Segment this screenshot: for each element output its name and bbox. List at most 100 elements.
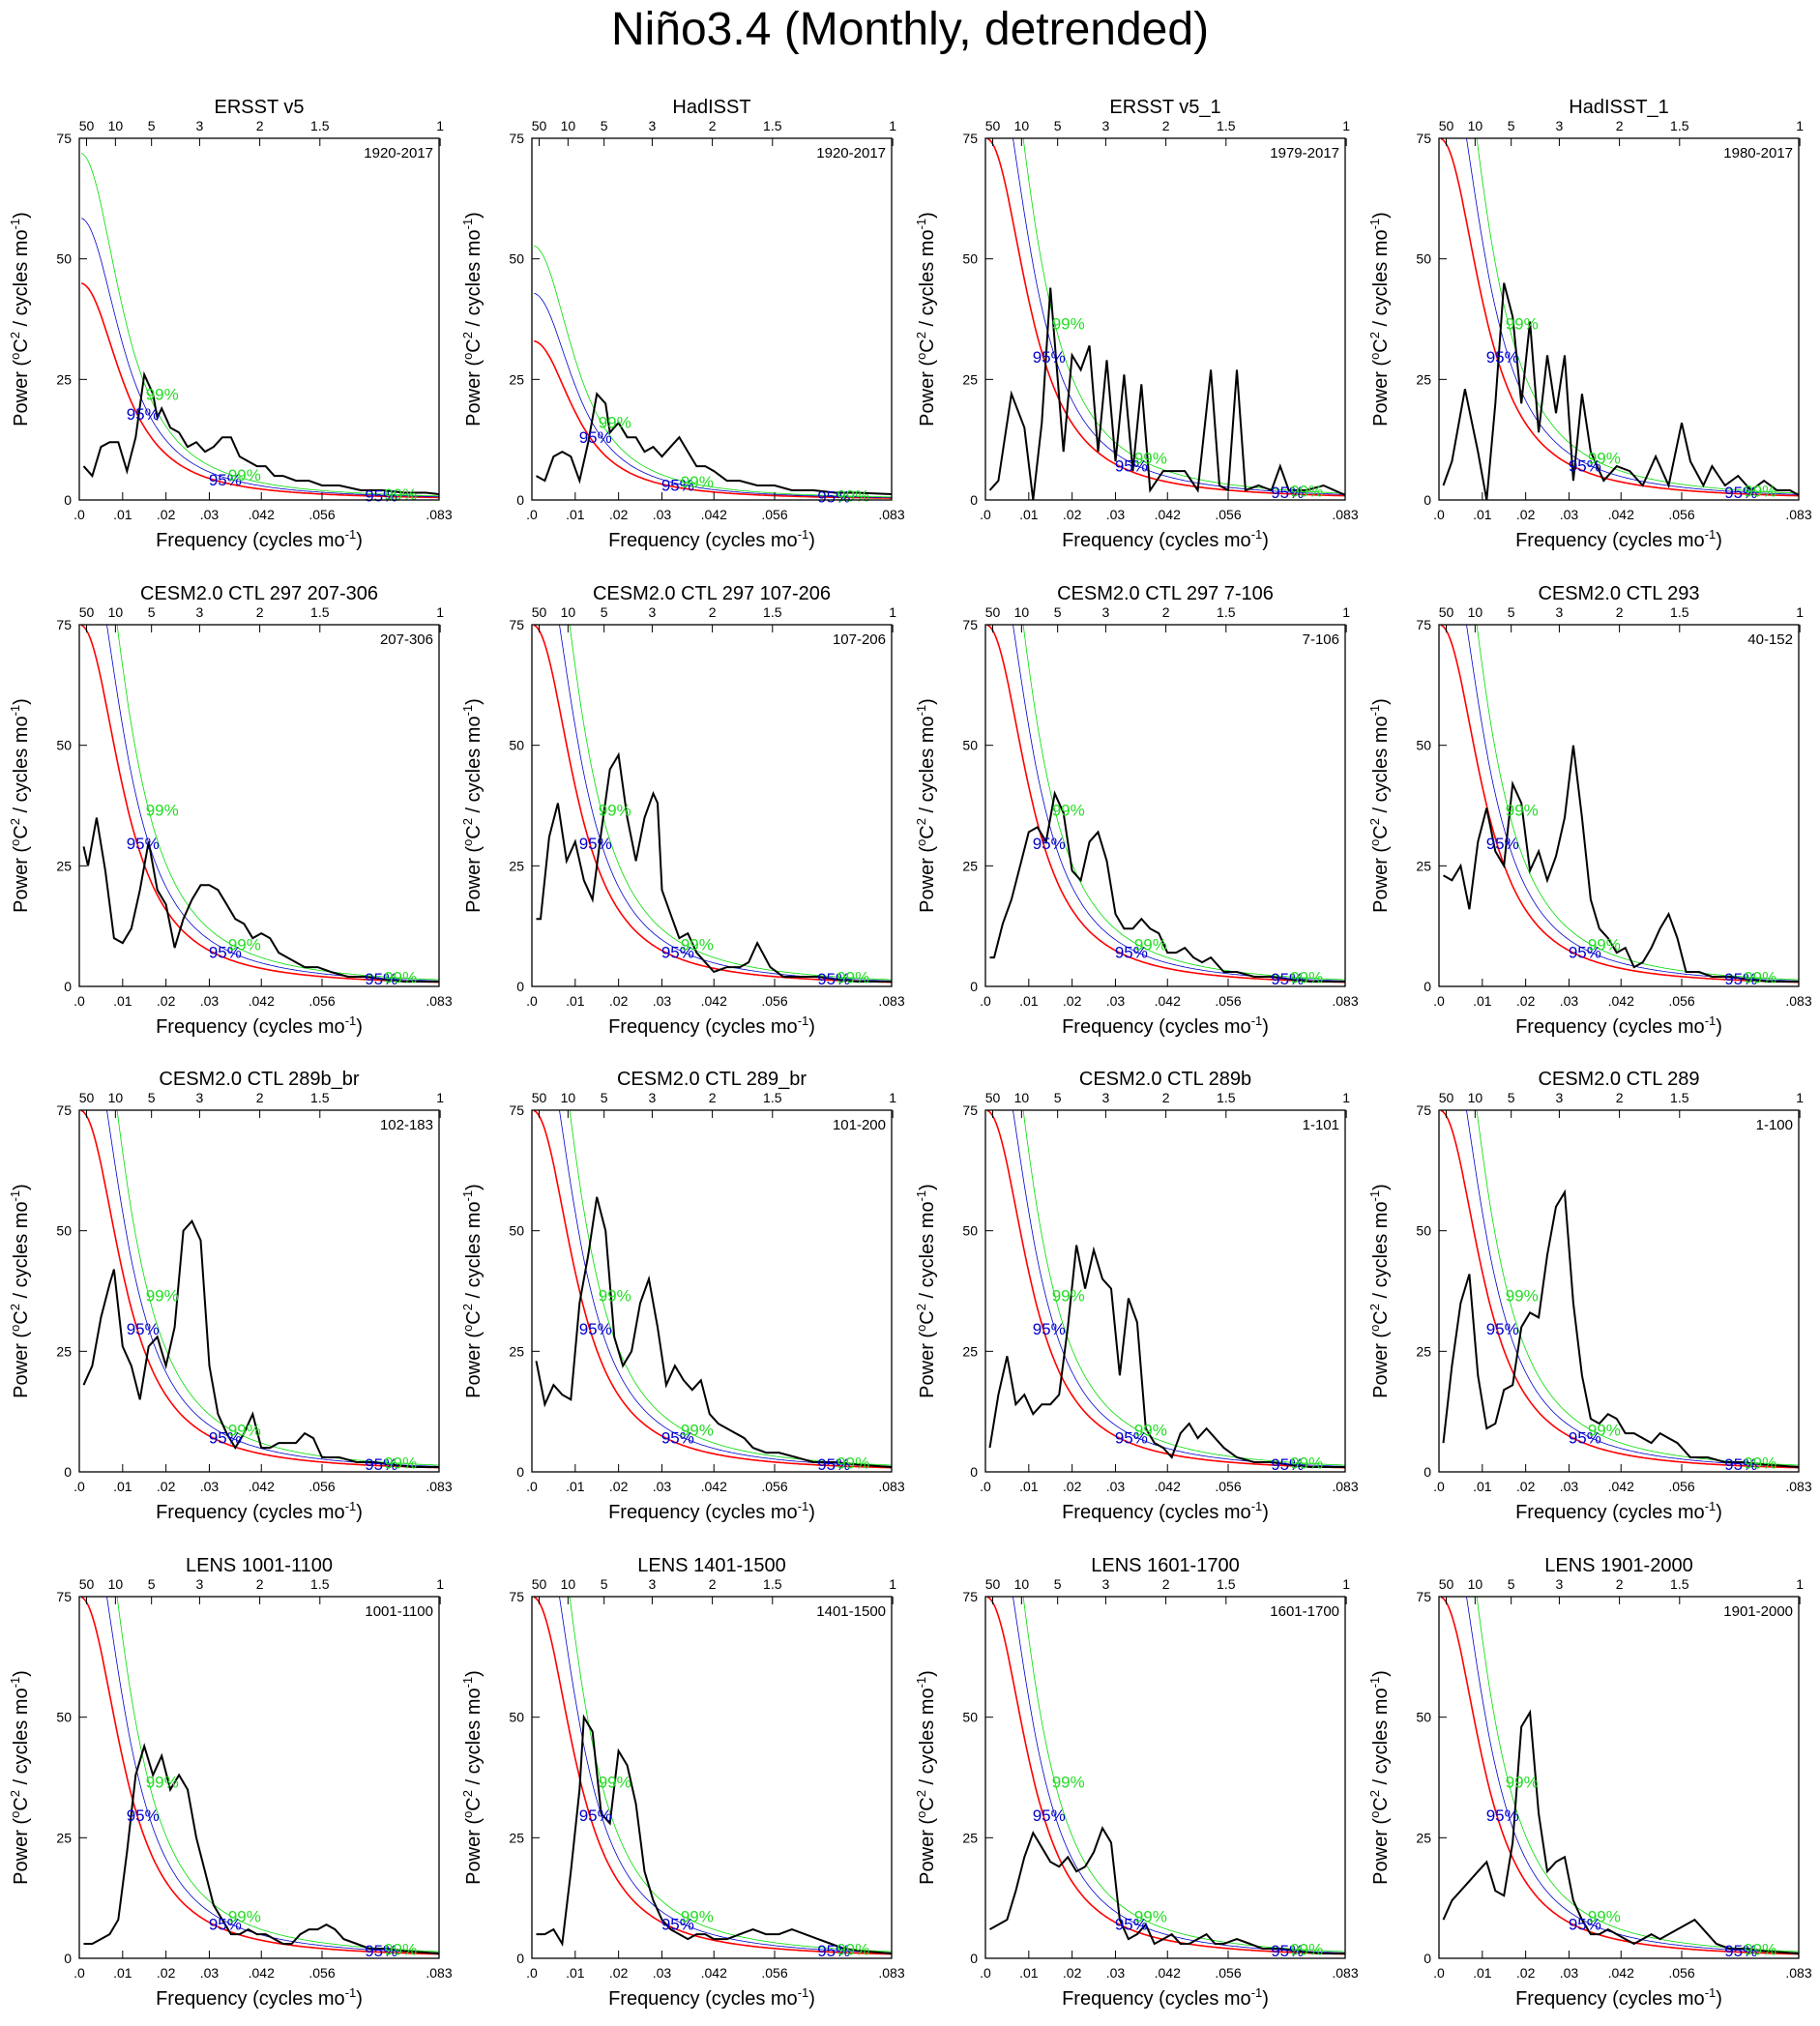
x-tick-label: .02 xyxy=(1063,993,1082,1009)
xlabel-sup: -1 xyxy=(345,1985,357,2000)
label-99: 99% xyxy=(681,936,714,954)
ylabel-degree: o xyxy=(8,839,22,846)
top-tick-label: 2 xyxy=(256,118,264,133)
x-tick-label: .02 xyxy=(157,1965,176,1981)
panel-title: ERSST v5 xyxy=(215,97,305,118)
xlabel-end: ) xyxy=(1716,530,1722,551)
label-99: 99% xyxy=(599,1287,631,1306)
ylabel-sup: -1 xyxy=(1367,219,1382,230)
label-95: 95% xyxy=(1033,1806,1066,1825)
xlabel-text: Frequency (cycles mo xyxy=(156,1016,345,1038)
panel-title: CESM2.0 CTL 289_br xyxy=(617,1069,807,1090)
label-95: 95% xyxy=(661,1916,694,1934)
ylabel-degree: o xyxy=(1367,1811,1382,1818)
ylabel-after: / cycles mo xyxy=(917,1201,938,1304)
plot-frame xyxy=(1438,137,1800,501)
x-tick-label: .0 xyxy=(1433,1965,1445,1981)
top-tick-label: 1.5 xyxy=(1670,118,1689,133)
confidence-99-curve xyxy=(1476,138,1799,494)
spectrum-line xyxy=(988,1245,1345,1468)
label-99: 99% xyxy=(1052,1287,1085,1306)
ylabel-unit: C xyxy=(917,338,938,352)
label-99: 99% xyxy=(837,968,869,986)
x-axis-label: Frequency (cycles mo-1) xyxy=(156,1499,363,1523)
confidence-99-curve xyxy=(1476,625,1799,981)
curves-group xyxy=(1440,1597,1799,1955)
x-tick-label: .056 xyxy=(308,1965,335,1981)
ylabel-after: / cycles mo xyxy=(917,716,938,818)
xlabel-end: ) xyxy=(356,1016,363,1038)
x-tick-label: .0 xyxy=(526,1479,538,1494)
ylabel-degree: o xyxy=(460,839,475,846)
label-99: 99% xyxy=(681,473,714,491)
red-noise-curve xyxy=(1440,625,1799,984)
label-95: 95% xyxy=(1486,835,1519,853)
top-tick-label: 5 xyxy=(1054,604,1062,620)
x-tick-label: .01 xyxy=(113,993,132,1009)
red-noise-curve xyxy=(1440,138,1799,497)
top-tick-label: 1.5 xyxy=(310,1576,330,1592)
curves-group xyxy=(80,625,439,984)
top-tick-label: 50 xyxy=(985,1576,1001,1592)
y-tick-label: 50 xyxy=(962,251,978,267)
y-tick-label: 75 xyxy=(509,131,524,146)
top-tick-label: 3 xyxy=(1556,1090,1564,1105)
top-tick-label: 5 xyxy=(601,1576,608,1592)
red-noise-curve xyxy=(80,1597,439,1955)
confidence-99-curve xyxy=(1022,1597,1345,1953)
label-99: 99% xyxy=(1506,1774,1539,1792)
x-tick-label: .056 xyxy=(308,1479,335,1494)
spectrum-panel: ERSST v51920-201795%99%95%99%95%99%.0.01… xyxy=(8,97,453,551)
x-tick-label: .01 xyxy=(1473,1479,1492,1494)
ylabel-unit: C xyxy=(11,1310,32,1324)
y-tick-label: 25 xyxy=(962,858,978,873)
y-tick-label: 75 xyxy=(509,1102,524,1118)
top-tick-label: 10 xyxy=(1014,118,1030,133)
x-tick-label: .03 xyxy=(1106,1479,1126,1494)
ylabel-square: 2 xyxy=(8,332,22,338)
label-95: 95% xyxy=(1569,944,1601,962)
top-tick-label: 10 xyxy=(1014,1576,1030,1592)
top-tick-label: 3 xyxy=(1556,118,1564,133)
top-tick-label: 2 xyxy=(256,604,264,620)
label-95: 95% xyxy=(817,1942,850,1960)
label-99: 99% xyxy=(599,802,631,820)
y-tick-label: 75 xyxy=(56,131,72,146)
x-tick-label: .042 xyxy=(701,1479,727,1494)
period-label: 1901-2000 xyxy=(1723,1603,1793,1620)
y-tick-label: 0 xyxy=(1424,492,1431,508)
ylabel-unit: C xyxy=(463,1310,484,1324)
xlabel-sup: -1 xyxy=(1705,1499,1717,1513)
label-95: 95% xyxy=(1033,835,1066,853)
x-axis-label: Frequency (cycles mo-1) xyxy=(1515,1985,1722,2010)
x-tick-label: .03 xyxy=(200,1965,220,1981)
xlabel-text: Frequency (cycles mo xyxy=(1515,1988,1705,2010)
x-axis-label: Frequency (cycles mo-1) xyxy=(608,527,815,551)
label-99: 99% xyxy=(146,802,179,820)
xlabel-text: Frequency (cycles mo xyxy=(156,530,345,551)
y-tick-label: 25 xyxy=(56,371,72,387)
ylabel-pre: Power ( xyxy=(917,846,938,913)
ylabel-after: / cycles mo xyxy=(11,716,32,818)
xlabel-end: ) xyxy=(808,1988,815,2010)
x-tick-label: .042 xyxy=(701,507,727,522)
x-tick-label: .056 xyxy=(761,1479,787,1494)
confidence-99-curve xyxy=(81,153,439,497)
x-tick-label: .03 xyxy=(200,507,220,522)
top-tick-label: 1.5 xyxy=(763,1090,782,1105)
top-tick-label: 2 xyxy=(256,1576,264,1592)
x-axis-label: Frequency (cycles mo-1) xyxy=(608,1013,815,1038)
curves-group xyxy=(1440,1110,1799,1469)
x-tick-label: .042 xyxy=(701,993,727,1009)
spectrum-panel: CESM2.0 CTL 289b_br102-18395%99%95%99%95… xyxy=(8,1069,453,1523)
y-tick-label: 25 xyxy=(509,1830,524,1845)
ylabel-pre: Power ( xyxy=(1370,1818,1392,1885)
curves-group xyxy=(80,1110,439,1469)
x-tick-label: .083 xyxy=(1785,507,1811,522)
red-noise-curve xyxy=(80,282,439,499)
x-tick-label: .02 xyxy=(1516,993,1536,1009)
red-noise-curve xyxy=(533,1597,892,1955)
y-tick-label: 75 xyxy=(962,131,978,146)
x-tick-label: .083 xyxy=(426,507,452,522)
y-tick-label: 25 xyxy=(56,858,72,873)
